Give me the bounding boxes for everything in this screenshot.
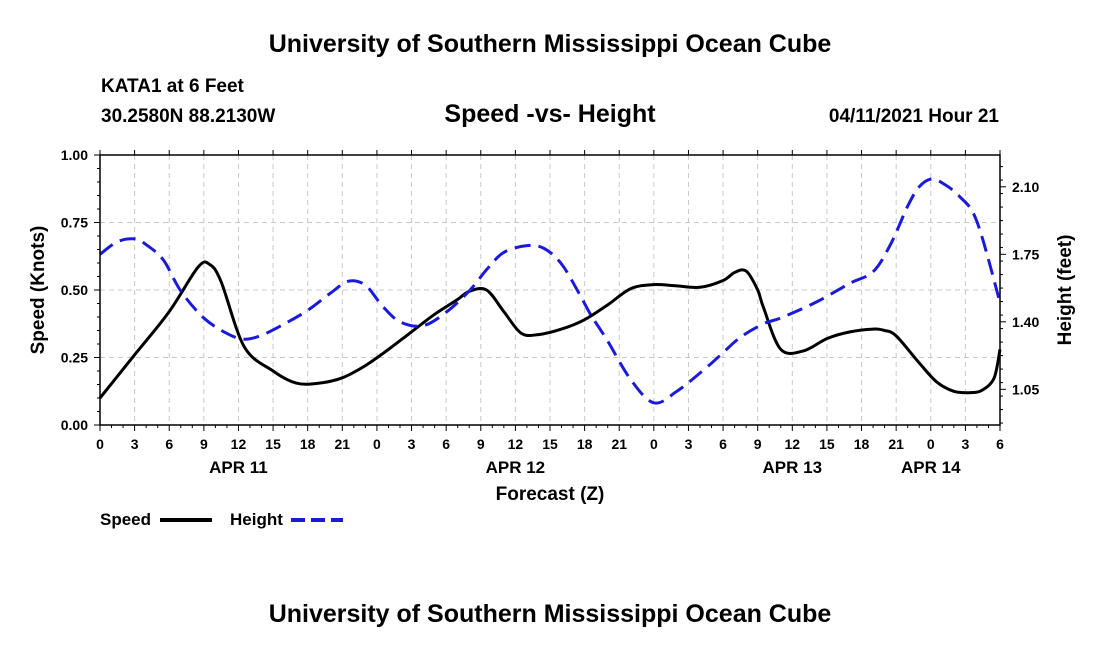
x-axis-title: Forecast (Z) [496, 484, 605, 505]
x-tick-label: 3 [685, 436, 693, 452]
x-date-label: APR 13 [763, 458, 823, 477]
x-tick-label: 12 [231, 436, 247, 452]
y-axis-title: Speed (Knots) [28, 226, 49, 355]
y-tick-label: 1.00 [61, 147, 88, 163]
x-tick-label: 21 [335, 436, 351, 452]
x-tick-label: 3 [408, 436, 416, 452]
series-layer [98, 177, 1002, 405]
x-tick-label: 0 [927, 436, 935, 452]
y2-tick-label: 1.40 [1012, 314, 1039, 330]
chart-subtitle: Speed -vs- Height [444, 100, 656, 128]
y-tick-label: 0.00 [61, 417, 88, 433]
x-tick-label: 0 [650, 436, 658, 452]
x-tick-label: 6 [719, 436, 727, 452]
footer-title: University of Southern Mississippi Ocean… [268, 600, 832, 628]
x-tick-label: 12 [508, 436, 524, 452]
station-label: KATA1 at 6 Feet [101, 76, 244, 97]
page-title: University of Southern Mississippi Ocean… [268, 30, 832, 58]
x-date-label: APR 14 [901, 458, 961, 477]
datetime-label: 04/11/2021 Hour 21 [828, 106, 999, 127]
coordinates-label: 30.2580N 88.2130W [101, 106, 276, 127]
x-date-label: APR 12 [486, 458, 546, 477]
x-tick-label: 9 [477, 436, 485, 452]
y2-tick-label: 2.10 [1012, 179, 1039, 195]
y-tick-label: 0.25 [61, 350, 88, 366]
x-tick-label: 15 [542, 436, 558, 452]
series-line-height [99, 177, 1002, 405]
x-tick-label: 9 [200, 436, 208, 452]
y2-tick-label: 1.75 [1012, 246, 1039, 262]
y2-tick-label: 1.05 [1012, 381, 1039, 397]
grid [100, 155, 1000, 425]
x-tick-label: 18 [854, 436, 870, 452]
x-tick-label: 9 [754, 436, 762, 452]
x-tick-label: 0 [373, 436, 381, 452]
axes: 0 3 6 9 12 15 18 21 0 3 6 9 12 15 18 21 0 3 6 9 12 15 18 21 0 3 6 A… [61, 147, 1040, 477]
y2-axis-title: Height (feet) [1055, 235, 1076, 346]
legend-height-label: Height [230, 510, 283, 529]
x-tick-label: 3 [961, 436, 969, 452]
x-tick-label: 21 [611, 436, 627, 452]
x-tick-label: 6 [996, 436, 1004, 452]
x-tick-label: 6 [165, 436, 173, 452]
x-tick-label: 15 [819, 436, 835, 452]
y-tick-label: 0.75 [61, 215, 88, 231]
legend: Speed Height [100, 510, 343, 529]
x-tick-label: 21 [888, 436, 904, 452]
x-tick-label: 0 [96, 436, 104, 452]
x-tick-label: 18 [300, 436, 316, 452]
series-line-speed [98, 260, 1002, 399]
x-tick-label: 18 [577, 436, 593, 452]
x-date-label: APR 11 [209, 458, 268, 477]
x-tick-label: 15 [265, 436, 281, 452]
x-tick-label: 12 [785, 436, 801, 452]
x-tick-label: 3 [131, 436, 139, 452]
x-tick-label: 6 [442, 436, 450, 452]
y-tick-label: 0.50 [61, 282, 88, 298]
legend-speed-label: Speed [100, 510, 151, 529]
